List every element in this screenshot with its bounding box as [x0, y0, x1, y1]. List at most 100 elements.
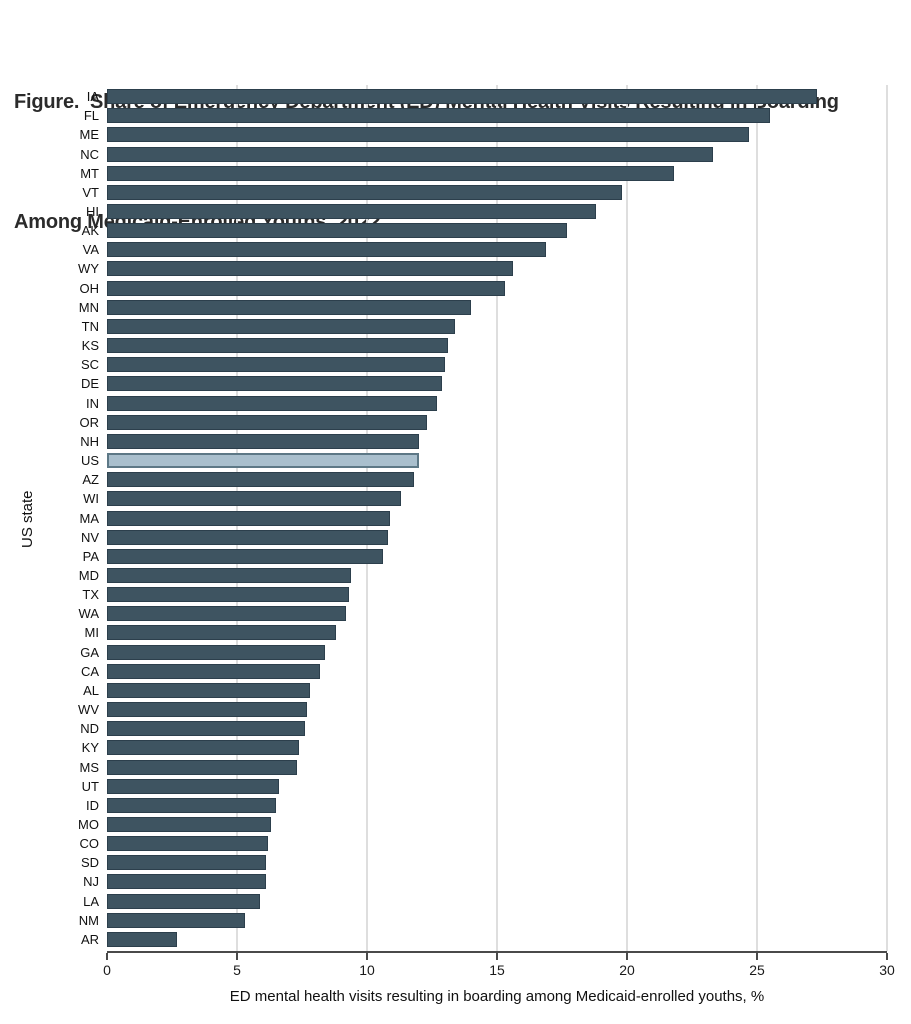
- state-label-IN: IN: [86, 395, 99, 411]
- state-label-OH: OH: [79, 280, 100, 296]
- gridline-25: [756, 85, 758, 951]
- bar-rows: IA FL ME NC MT VT HI AK VA WY OH MN TN KS SC DE IN OR NH US…: [78, 85, 887, 951]
- state-label-AZ: AZ: [82, 472, 99, 488]
- bar-row-NJ: NJ: [83, 872, 887, 891]
- state-label-MA: MA: [79, 510, 100, 526]
- state-label-MS: MS: [79, 759, 100, 775]
- state-bar-KY: [107, 740, 300, 756]
- x-axis-tick-20: [626, 953, 628, 960]
- state-bar-WI: [107, 491, 401, 507]
- state-bar-MN: [107, 299, 471, 315]
- state-bar-IN: [107, 395, 438, 411]
- state-bar-NJ: [107, 874, 266, 890]
- bar-row-WI: WI: [83, 489, 887, 508]
- bar-row-MN: MN: [79, 298, 887, 317]
- bar-row-US: US: [81, 451, 887, 470]
- state-bar-MA: [107, 510, 391, 526]
- state-bar-WV: [107, 702, 308, 718]
- bar-row-AK: AK: [82, 221, 887, 240]
- state-label-NV: NV: [80, 529, 99, 545]
- state-label-TX: TX: [82, 587, 99, 603]
- x-tick-label-25: 25: [749, 962, 765, 978]
- state-bar-US: [107, 453, 419, 469]
- bar-row-IA: IA: [87, 87, 887, 106]
- state-label-NM: NM: [78, 912, 99, 928]
- state-label-NJ: NJ: [83, 874, 99, 890]
- bar-row-MT: MT: [80, 164, 887, 183]
- bar-row-MD: MD: [79, 566, 887, 585]
- bar-row-VA: VA: [83, 240, 887, 259]
- state-bar-ID: [107, 797, 276, 813]
- bar-row-MA: MA: [80, 508, 887, 527]
- state-bar-MI: [107, 625, 336, 641]
- state-bar-PA: [107, 548, 383, 564]
- bar-row-WY: WY: [78, 259, 887, 278]
- plot-area: IA FL ME NC MT VT HI AK VA WY OH MN TN KS SC DE IN OR NH US…: [78, 85, 888, 953]
- state-bar-HI: [107, 204, 596, 220]
- bar-row-PA: PA: [83, 547, 887, 566]
- bar-row-ID: ID: [86, 796, 887, 815]
- state-label-IA: IA: [86, 89, 99, 105]
- state-bar-NH: [107, 433, 419, 449]
- bar-row-NM: NM: [79, 911, 887, 930]
- bar-row-LA: LA: [83, 892, 887, 911]
- state-bar-MO: [107, 817, 271, 833]
- state-label-ME: ME: [79, 127, 100, 143]
- bar-row-CA: CA: [81, 662, 887, 681]
- x-tick-label-10: 10: [359, 962, 375, 978]
- state-label-CA: CA: [80, 663, 99, 679]
- state-bar-SC: [107, 357, 445, 373]
- x-tick-label-5: 5: [233, 962, 241, 978]
- state-label-WI: WI: [83, 491, 99, 507]
- x-axis-title: ED mental health visits resulting in boa…: [229, 988, 765, 1005]
- bar-row-CO: CO: [80, 834, 887, 853]
- state-label-SD: SD: [80, 855, 99, 871]
- bar-row-NC: NC: [80, 144, 887, 163]
- state-bar-AR: [107, 931, 178, 947]
- state-bar-ME: [107, 127, 750, 143]
- bar-row-FL: FL: [84, 106, 887, 125]
- state-label-PA: PA: [82, 548, 99, 564]
- state-label-MI: MI: [84, 625, 99, 641]
- bar-row-GA: GA: [80, 643, 887, 662]
- gridline-20: [626, 85, 628, 951]
- x-axis-tick-10: [366, 953, 368, 960]
- state-label-WV: WV: [78, 702, 99, 718]
- bar-row-KS: KS: [82, 336, 887, 355]
- bar-row-IN: IN: [86, 394, 887, 413]
- state-label-UT: UT: [81, 778, 99, 794]
- state-label-AK: AK: [81, 223, 99, 239]
- x-tick-label-20: 20: [619, 962, 635, 978]
- state-bar-ND: [107, 721, 305, 737]
- x-tick-label-15: 15: [489, 962, 505, 978]
- state-label-GA: GA: [80, 644, 99, 660]
- state-bar-IA: [107, 89, 817, 105]
- state-bar-UT: [107, 778, 279, 794]
- x-axis-tick-15: [496, 953, 498, 960]
- x-axis-tick-25: [756, 953, 758, 960]
- bar-row-TN: TN: [82, 317, 887, 336]
- bar-row-SC: SC: [81, 355, 887, 374]
- state-label-ID: ID: [86, 797, 99, 813]
- bar-row-KY: KY: [82, 738, 887, 757]
- state-label-VA: VA: [82, 242, 99, 258]
- bar-row-OH: OH: [80, 279, 887, 298]
- bar-row-MI: MI: [85, 623, 887, 642]
- state-label-MN: MN: [78, 299, 99, 315]
- state-label-MO: MO: [78, 817, 99, 833]
- state-label-AR: AR: [80, 931, 99, 947]
- x-axis-tick-0: [106, 953, 108, 960]
- bar-row-MS: MS: [80, 757, 887, 776]
- state-label-WA: WA: [78, 606, 99, 622]
- state-label-WY: WY: [78, 261, 99, 277]
- bar-row-ND: ND: [80, 719, 887, 738]
- state-bar-WY: [107, 261, 513, 277]
- state-label-MD: MD: [78, 567, 99, 583]
- bar-row-ME: ME: [80, 125, 887, 144]
- state-label-HI: HI: [86, 204, 99, 220]
- bar-row-MO: MO: [78, 815, 887, 834]
- state-bar-AK: [107, 223, 568, 239]
- x-tick-label-30: 30: [879, 962, 895, 978]
- x-axis-tick-30: [886, 953, 888, 960]
